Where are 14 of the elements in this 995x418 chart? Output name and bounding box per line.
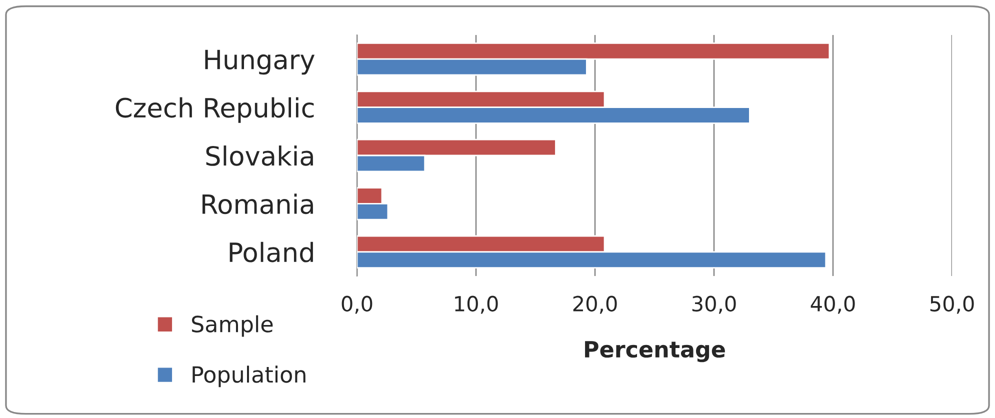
x-tick-label: 40,0 xyxy=(810,296,855,314)
y-tick-label: Hungary xyxy=(205,50,315,75)
x-tick-label: 20,0 xyxy=(573,296,617,314)
legend-label: Population xyxy=(192,366,306,388)
x-tick-label: 10,0 xyxy=(455,296,498,314)
x-axis-title: Percentage xyxy=(585,341,725,362)
y-tick-label: Romania xyxy=(202,194,313,214)
x-tick-label: 0,0 xyxy=(342,296,372,314)
y-tick-label: Poland xyxy=(230,242,313,262)
y-tick-label: Slovakia xyxy=(206,145,313,166)
x-tick-label: 30,0 xyxy=(692,296,736,314)
y-tick-label: Czech Republic xyxy=(116,97,314,123)
x-tick-label: 50,0 xyxy=(930,296,974,314)
legend-label: Sample xyxy=(192,315,273,337)
